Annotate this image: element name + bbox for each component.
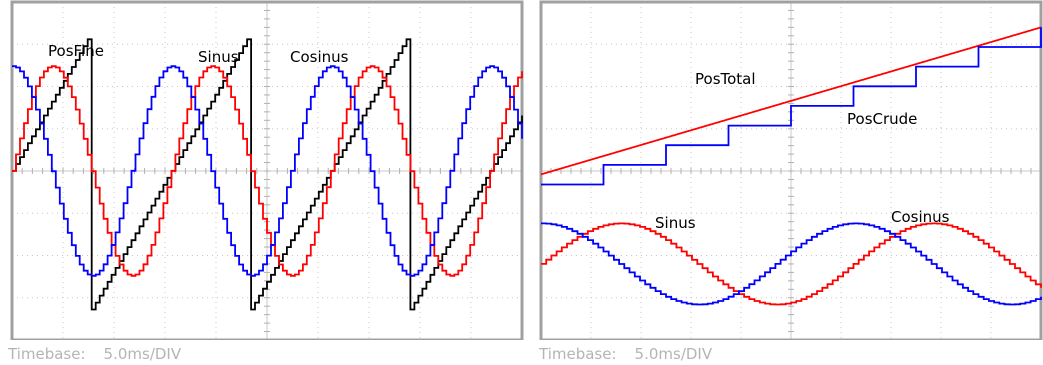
- timebase-readout-left: Timebase: 5.0ms/DIV: [8, 345, 181, 363]
- timebase-value: 5.0ms/DIV: [103, 345, 182, 363]
- trace-sinus: [12, 65, 523, 277]
- scope-plot-left: PosFine Sinus Cosinus: [10, 0, 524, 340]
- oscilloscope-left: PosFine Sinus Cosinus Timebase: 5.0ms/DIV: [8, 0, 524, 363]
- trace-cosinus: [541, 222, 1042, 306]
- trace-label-sinus: Sinus: [655, 214, 696, 232]
- oscilloscope-right: PosTotal PosCrude Sinus Cosinus Timebase: 5.…: [535, 0, 1043, 365]
- trace-label-postotal: PosTotal: [695, 70, 756, 88]
- trace-poscrude: [541, 27, 1042, 186]
- timebase-label: Timebase:: [539, 345, 617, 363]
- trace-posfine: [12, 38, 523, 311]
- trace-cosinus: [12, 65, 523, 277]
- trace-postotal: [540, 26, 1042, 176]
- trace-label-posfine: PosFine: [48, 42, 104, 60]
- trace-label-cosinus: Cosinus: [290, 48, 349, 66]
- scope-border: [539, 0, 1043, 340]
- trace-label-cosinus: Cosinus: [891, 208, 950, 226]
- graticule: [539, 0, 1043, 340]
- timebase-label: Timebase:: [8, 345, 86, 363]
- timebase-readout-right: Timebase: 5.0ms/DIV: [539, 345, 712, 363]
- timebase-value: 5.0ms/DIV: [634, 345, 713, 363]
- trace-label-sinus: Sinus: [198, 48, 239, 66]
- scope-plot-right: PosTotal PosCrude Sinus Cosinus: [539, 0, 1043, 340]
- trace-label-poscrude: PosCrude: [847, 110, 917, 128]
- trace-sinus: [541, 222, 1042, 306]
